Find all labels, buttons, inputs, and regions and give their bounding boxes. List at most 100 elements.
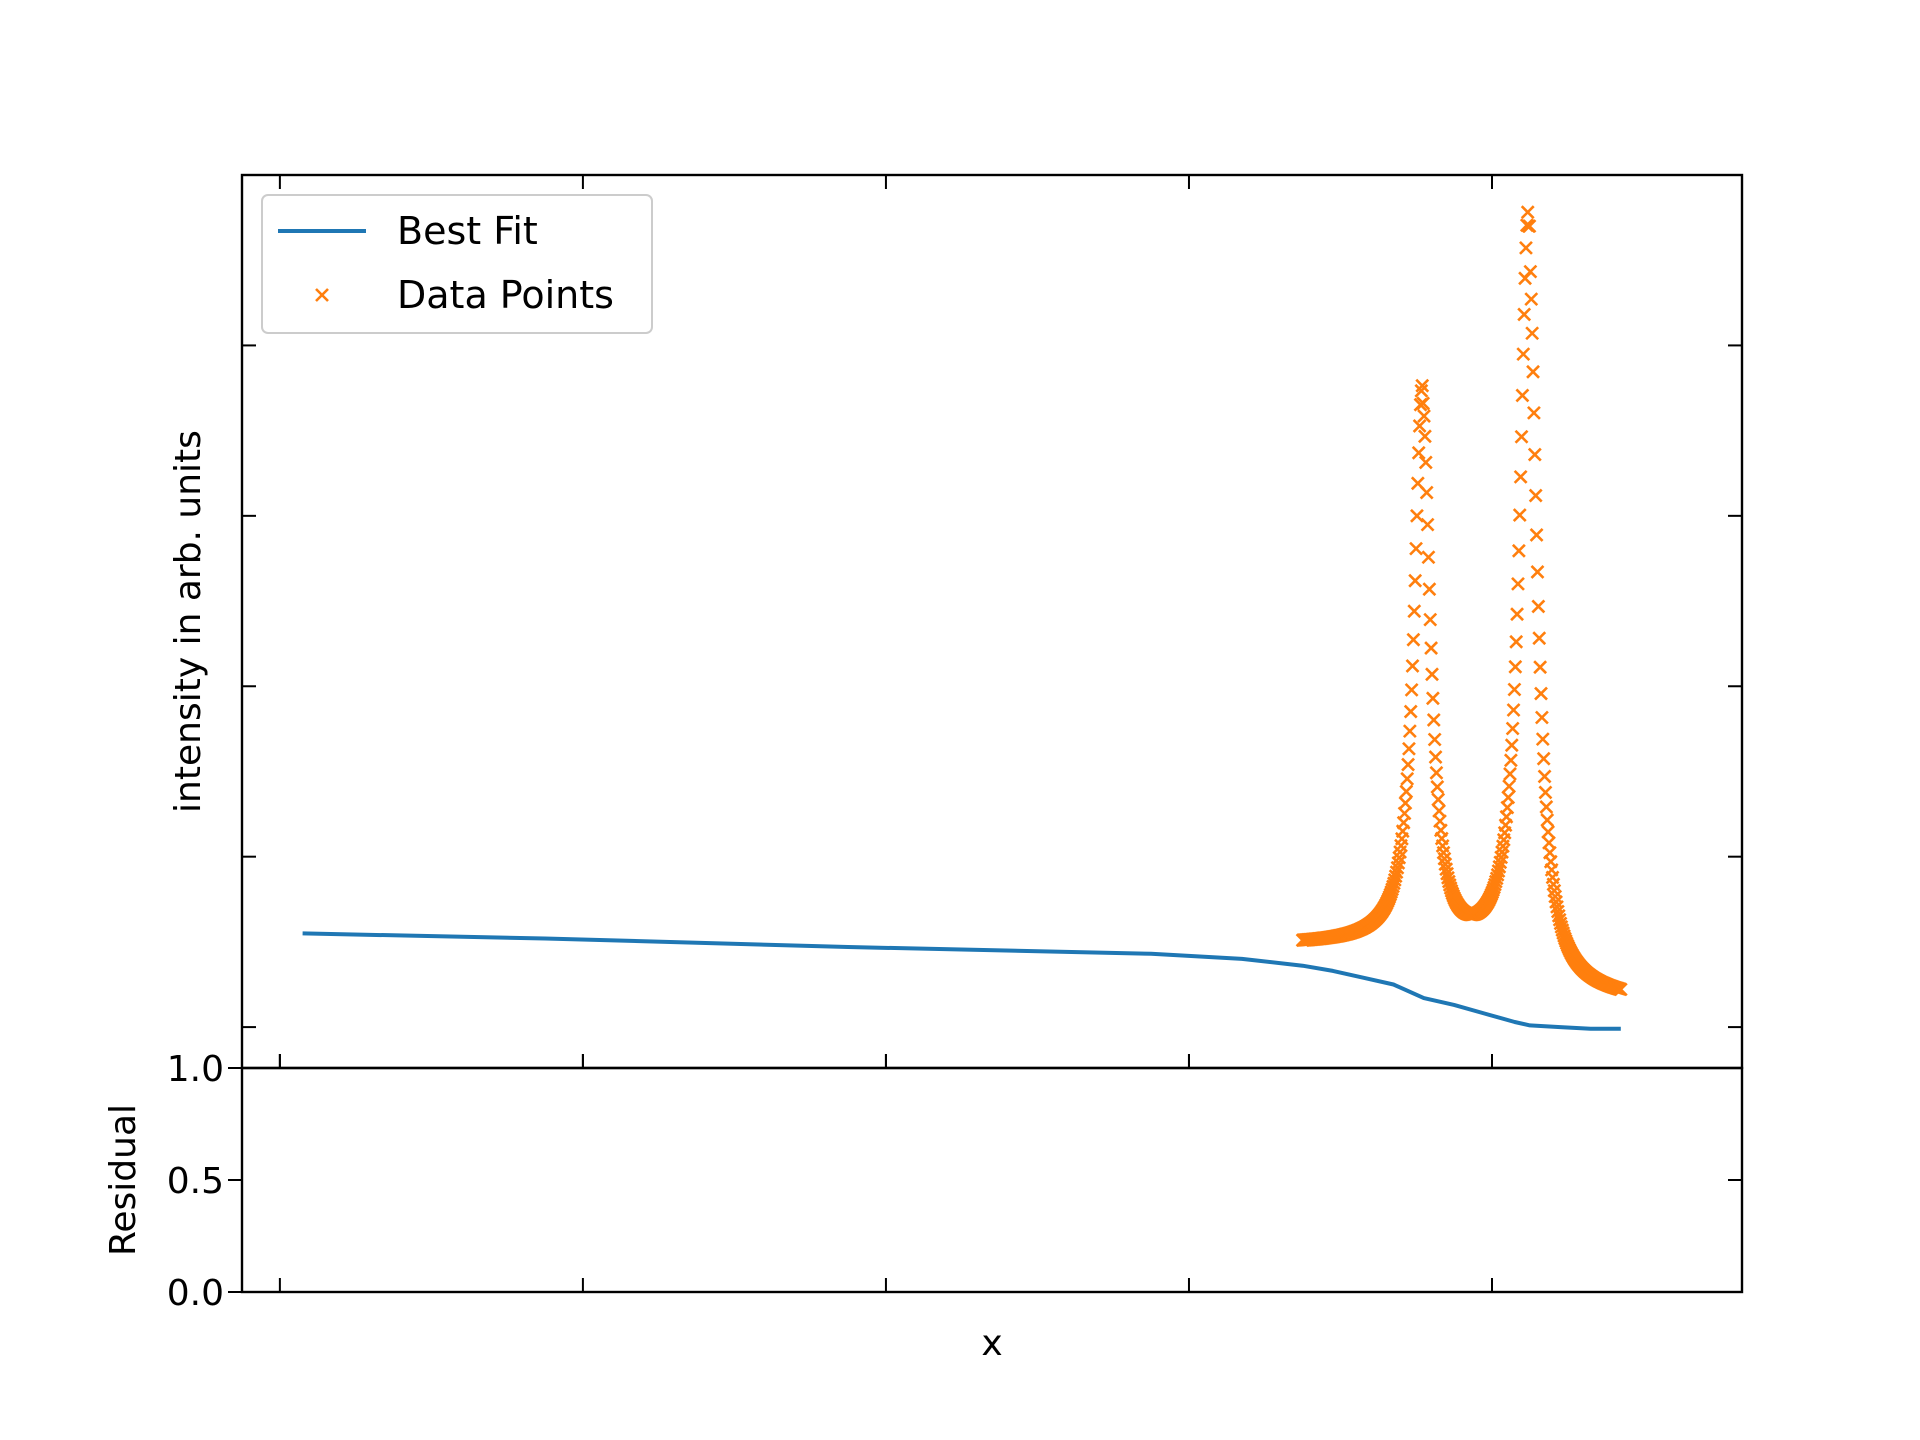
data-point-stroke-b [1423, 612, 1438, 627]
data-point [1418, 455, 1433, 470]
data-point [1513, 469, 1528, 484]
data-point [1522, 219, 1537, 234]
data-point-stroke-b [1402, 724, 1417, 739]
data-point [1416, 396, 1431, 411]
data-point [1520, 205, 1535, 220]
main-y-axis-label: intensity in arb. units [168, 430, 209, 813]
data-point [1517, 307, 1532, 322]
data-point [1501, 790, 1516, 805]
data-point [1502, 779, 1517, 794]
data-point [1516, 347, 1531, 362]
data-point [1506, 703, 1521, 717]
legend-marker-stroke-b [315, 288, 329, 302]
data-point-stroke-b [1552, 912, 1567, 927]
data-point [1425, 667, 1439, 682]
data-point-stroke-b [1415, 378, 1430, 393]
data-point-stroke-b [1541, 825, 1556, 839]
data-point [1426, 713, 1441, 727]
data-point-stroke-b [1519, 240, 1533, 255]
data-point-stroke-b [1535, 732, 1550, 747]
data-point [1503, 753, 1518, 768]
data-point [1504, 738, 1519, 753]
data-point-stroke-b [1422, 582, 1437, 597]
data-point [1408, 573, 1423, 588]
data-point [1515, 388, 1530, 403]
data-point-stroke-b [1408, 573, 1423, 588]
data-point-stroke-b [1516, 347, 1531, 362]
data-point-stroke-b [1510, 607, 1525, 622]
data-point-stroke-b [1491, 864, 1506, 878]
data-point-stroke-b [1410, 508, 1424, 523]
data-point [1541, 825, 1556, 839]
data-point-stroke-b [1428, 750, 1443, 764]
residual-plot-frame [240, 1066, 1744, 1294]
data-point-stroke-b [1528, 488, 1543, 503]
data-point-stroke-b [1492, 859, 1507, 874]
data-point-stroke-b [1548, 889, 1563, 904]
data-point [1405, 658, 1420, 673]
main-series [302, 205, 1628, 1031]
data-point-stroke-b [1403, 704, 1418, 719]
data-point-stroke-b [1515, 388, 1530, 403]
data-point [1526, 364, 1540, 379]
data-point-stroke-b [1537, 769, 1552, 784]
data-point-stroke-b [1517, 307, 1532, 322]
data-point [1412, 418, 1427, 433]
data-point [1511, 576, 1525, 591]
residual-y-tick-label-0: 0.0 [167, 1273, 224, 1314]
residual-y-axis-label: Residual [103, 1104, 144, 1256]
data-point-stroke-b [1551, 908, 1566, 923]
data-point-stroke-b [1525, 326, 1540, 341]
data-point-stroke-b [1388, 869, 1403, 884]
data-point [1535, 732, 1550, 747]
residual-panel: 0.0 0.5 1.0 Residual x [103, 1049, 1744, 1364]
data-point [1510, 607, 1525, 622]
data-point-stroke-b [1426, 713, 1441, 727]
data-point-stroke-b [1409, 541, 1423, 556]
data-point-stroke-b [1512, 508, 1527, 522]
data-point-stroke-b [1425, 691, 1440, 706]
data-point [1519, 240, 1533, 255]
data-point-stroke-b [1501, 790, 1516, 805]
data-point [1536, 751, 1551, 766]
data-point [1613, 982, 1628, 997]
data-point [1534, 710, 1549, 725]
data-point-stroke-b [1553, 916, 1568, 931]
data-point-stroke-b [1527, 447, 1542, 462]
data-point [1528, 488, 1543, 503]
data-point-stroke-b [1417, 429, 1432, 444]
data-point [1404, 682, 1419, 697]
data-point-stroke-b [1534, 710, 1549, 725]
data-point-stroke-b [1437, 851, 1452, 866]
data-point [1532, 631, 1547, 646]
data-point [1524, 292, 1539, 307]
data-point [1403, 704, 1418, 719]
data-point-stroke-b [1442, 878, 1457, 892]
data-point-stroke-b [1546, 877, 1561, 892]
data-point-stroke-b [1430, 780, 1445, 794]
data-point-stroke-b [1513, 469, 1528, 484]
data-point-stroke-b [1524, 292, 1539, 307]
data-point [1422, 582, 1437, 597]
data-point-stroke-b [1503, 753, 1518, 768]
data-point [1391, 856, 1406, 870]
data-point-stroke-b [1402, 741, 1416, 756]
data-point [1493, 855, 1508, 870]
data-point-stroke-b [1511, 576, 1525, 591]
data-point-stroke-b [1396, 815, 1411, 830]
data-point [1406, 632, 1421, 647]
data-point-stroke-b [1504, 738, 1519, 753]
data-point-stroke-b [1414, 383, 1429, 398]
data-point-stroke-b [1540, 813, 1555, 827]
data-point-stroke-b [1443, 881, 1458, 895]
data-point [1537, 769, 1552, 784]
data-point [1428, 750, 1443, 764]
data-point-stroke-b [1613, 982, 1628, 997]
data-point-stroke-b [1547, 883, 1562, 898]
legend: Best Fit Data Points [261, 194, 653, 334]
data-point-stroke-b [1407, 604, 1422, 619]
residual-y-tick-label-2: 1.0 [167, 1049, 224, 1090]
data-point-stroke-b [1418, 455, 1433, 470]
data-point [1429, 765, 1444, 780]
